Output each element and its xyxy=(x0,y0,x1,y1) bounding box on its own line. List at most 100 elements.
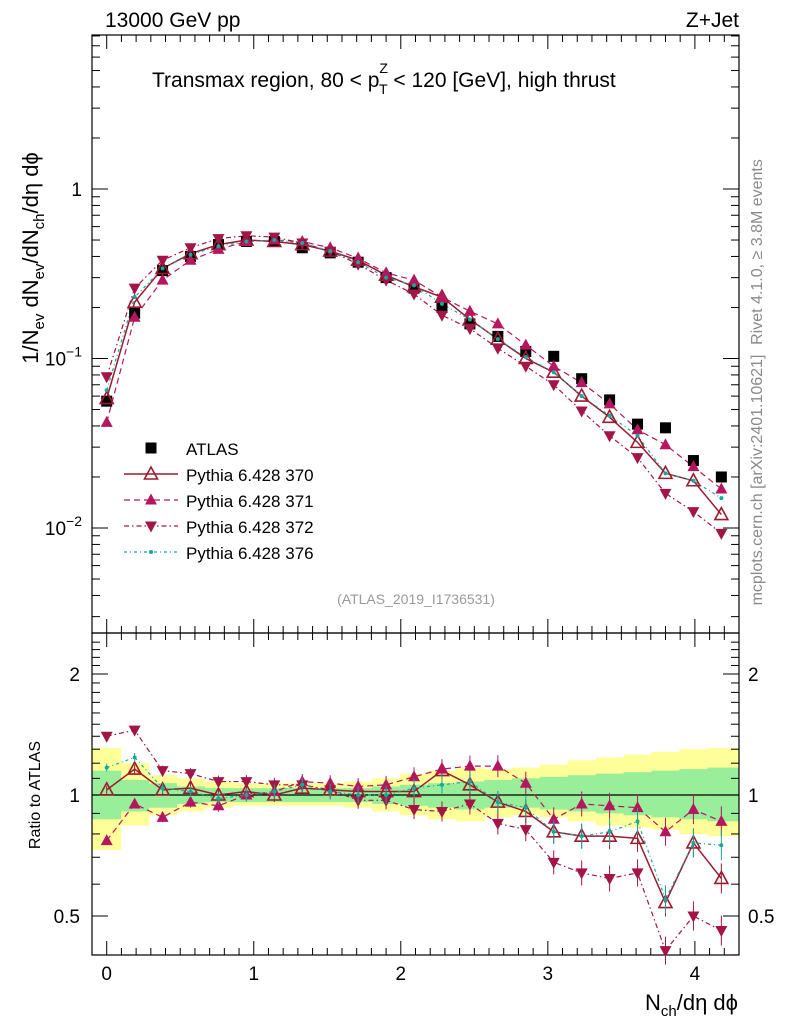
ratio-y-tick-label-left: 2 xyxy=(69,665,80,686)
ratio-point-4 xyxy=(495,800,500,805)
mc-point-4 xyxy=(384,275,389,280)
mc-point-1 xyxy=(601,408,618,424)
mc-point-2 xyxy=(184,253,197,265)
ratio-point-2 xyxy=(715,814,728,826)
uncertainty-band-green xyxy=(539,776,569,810)
mc-point-2 xyxy=(575,376,588,388)
ratio-y-tick-label-right: 0.5 xyxy=(748,907,774,928)
mc-point-3 xyxy=(212,234,225,246)
ratio-point-2 xyxy=(463,759,476,771)
ratio-point-2 xyxy=(380,778,393,790)
legend-marker xyxy=(145,493,157,505)
mc-point-4 xyxy=(104,388,109,393)
mc-point-4 xyxy=(439,301,444,306)
mc-point-2 xyxy=(408,273,421,285)
ratio-point-4 xyxy=(635,819,640,824)
mc-point-3 xyxy=(463,324,476,336)
mc-point-2 xyxy=(603,397,616,409)
ratio-point-4 xyxy=(663,897,668,902)
legend-marker xyxy=(143,465,159,480)
ratio-point-3 xyxy=(463,799,476,811)
ratio-point-4 xyxy=(412,786,417,791)
mc-point-4 xyxy=(300,241,305,246)
mc-point-1 xyxy=(573,387,590,402)
ratio-y-axis-title: Ratio to ATLAS xyxy=(27,741,44,849)
ratio-point-2 xyxy=(156,810,169,822)
ratio-point-1 xyxy=(629,829,646,845)
legend-label: Pythia 6.428 372 xyxy=(186,518,314,537)
ratio-point-3 xyxy=(128,725,141,737)
side-text-top: Rivet 4.1.0, ≥ 3.8M events xyxy=(749,159,766,345)
mc-point-4 xyxy=(467,317,472,322)
ratio-point-3 xyxy=(715,926,728,938)
mc-point-3 xyxy=(715,528,728,540)
y-tick-label: 10−1 xyxy=(45,344,82,371)
mc-point-3 xyxy=(575,406,588,418)
x-axis-title: Nch/dη dϕ xyxy=(645,990,738,1020)
ratio-point-3 xyxy=(687,911,700,923)
ratio-point-3 xyxy=(547,857,560,869)
mc-point-2 xyxy=(659,438,672,450)
mc-point-4 xyxy=(216,244,221,249)
mc-point-3 xyxy=(240,231,253,243)
mc-point-2 xyxy=(380,266,393,278)
ratio-point-2 xyxy=(519,776,532,788)
ratio-point-1 xyxy=(294,779,311,794)
mc-point-2 xyxy=(156,273,169,285)
legend-label: Pythia 6.428 370 xyxy=(186,466,314,485)
ratio-point-1 xyxy=(154,781,171,796)
mc-point-4 xyxy=(635,433,640,438)
mc-point-2 xyxy=(491,317,504,329)
ratio-point-1 xyxy=(98,781,115,796)
ratio-point-3 xyxy=(631,868,644,880)
ratio-point-4 xyxy=(607,829,612,834)
atlas-data-point xyxy=(659,422,671,434)
mc-point-3 xyxy=(184,243,197,255)
mc-point-4 xyxy=(356,260,361,265)
mc-point-1 xyxy=(154,259,171,275)
analysis-id: (ATLAS_2019_I1736531) xyxy=(337,591,495,607)
ratio-point-2 xyxy=(687,803,700,815)
mc-point-2 xyxy=(519,338,532,350)
mc-point-4 xyxy=(328,249,333,254)
atlas-data-point xyxy=(436,301,448,313)
ratio-line-3 xyxy=(106,729,722,952)
x-tick-label: 1 xyxy=(248,964,259,985)
ratio-point-4 xyxy=(300,782,305,787)
ratio-point-4 xyxy=(272,789,277,794)
mc-point-2 xyxy=(212,242,225,254)
ratio-point-3 xyxy=(100,731,113,743)
ratio-point-1 xyxy=(713,869,730,885)
mc-point-2 xyxy=(687,460,700,472)
legend-label: ATLAS xyxy=(186,440,239,459)
ratio-y-tick-label-right: 1 xyxy=(748,786,759,807)
atlas-data-point xyxy=(408,282,420,294)
ratio-point-4 xyxy=(188,789,193,794)
ratio-point-4 xyxy=(160,786,165,791)
mc-point-3 xyxy=(128,283,141,295)
mc-point-3 xyxy=(408,289,421,301)
ratio-point-3 xyxy=(603,873,616,885)
mc-point-4 xyxy=(551,370,556,375)
mc-point-4 xyxy=(719,496,724,501)
ratio-point-2 xyxy=(659,825,672,837)
ratio-point-2 xyxy=(603,799,616,811)
mc-point-4 xyxy=(579,394,584,399)
mc-point-3 xyxy=(156,255,169,267)
ratio-point-4 xyxy=(384,793,389,797)
ratio-point-4 xyxy=(328,789,333,794)
mc-point-4 xyxy=(691,478,696,483)
atlas-data-point xyxy=(157,265,169,277)
ratio-point-4 xyxy=(579,834,584,839)
ratio-point-4 xyxy=(551,829,556,834)
ratio-plot-frame xyxy=(91,632,740,956)
mc-point-4 xyxy=(272,238,277,243)
ratio-point-2 xyxy=(100,834,113,846)
mc-point-3 xyxy=(687,507,700,519)
ratio-point-2 xyxy=(352,779,365,791)
ratio-point-2 xyxy=(212,799,225,811)
ratio-point-2 xyxy=(575,797,588,809)
atlas-data-point xyxy=(101,395,113,407)
mc-point-3 xyxy=(631,453,644,465)
ratio-line-2 xyxy=(106,765,722,841)
